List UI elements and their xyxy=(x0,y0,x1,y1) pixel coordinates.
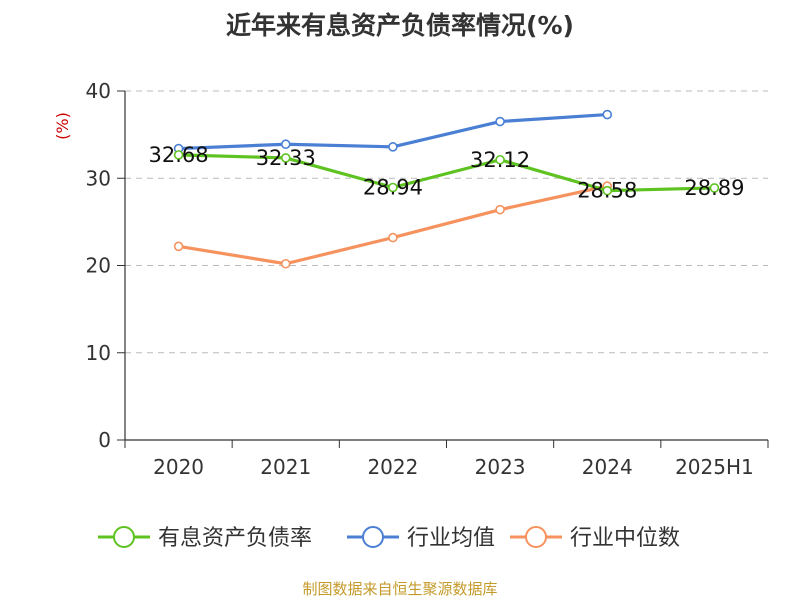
x-tick-label: 2021 xyxy=(260,455,311,479)
series-0-point xyxy=(388,182,398,193)
legend-item-2[interactable]: 行业中位数 xyxy=(510,526,680,551)
chart-title: 近年来有息资产负债率情况(%) xyxy=(226,11,574,40)
series-2-point xyxy=(173,241,184,252)
legend-swatch-marker xyxy=(525,526,547,548)
series-0-line xyxy=(178,153,715,193)
data-labels: 32.68 32.33 28.94 32.12 28.58 28.89 xyxy=(149,143,745,203)
legend-swatch-marker xyxy=(362,526,384,548)
series xyxy=(173,109,720,269)
data-label: 28.89 xyxy=(684,176,744,200)
series-0-point xyxy=(173,150,184,160)
axes: 0 10 20 30 40 2020 2021 2022 2023 2024 2025H1 xyxy=(86,79,769,479)
data-label: 28.94 xyxy=(363,175,423,199)
legend-label: 行业中位数 xyxy=(570,526,680,551)
y-axis-label: (%) xyxy=(53,112,72,140)
x-tick-label: 2025H1 xyxy=(675,455,754,479)
legend-label: 行业均值 xyxy=(407,526,495,551)
legend: 有息资产负债率 行业均值 行业中位数 xyxy=(98,526,680,551)
legend-label: 有息资产负债率 xyxy=(158,526,312,551)
series-2-point xyxy=(280,258,291,269)
data-label: 32.68 xyxy=(149,143,209,167)
grid-lines xyxy=(125,90,768,354)
series-0-point xyxy=(602,185,613,196)
series-2-point xyxy=(495,204,505,215)
y-tick-label: 20 xyxy=(86,254,111,278)
series-0-point xyxy=(280,153,291,163)
x-tick-label: 2020 xyxy=(153,455,204,479)
legend-swatch-marker xyxy=(113,526,135,548)
x-tick-label: 2023 xyxy=(475,455,526,479)
series-1-point xyxy=(280,139,291,150)
y-tick-label: 30 xyxy=(86,166,111,190)
y-tick-label: 0 xyxy=(98,428,111,452)
y-tick-label: 10 xyxy=(86,341,111,365)
data-label: 32.33 xyxy=(256,146,316,170)
series-2-point xyxy=(388,232,398,243)
source-note: 制图数据来自恒生聚源数据库 xyxy=(302,580,498,598)
x-tick-label: 2024 xyxy=(582,455,633,479)
legend-item-0[interactable]: 有息资产负债率 xyxy=(98,526,312,551)
series-1-point xyxy=(495,116,505,127)
data-label: 32.12 xyxy=(470,148,530,172)
series-1-point xyxy=(388,142,398,152)
y-tick-label: 40 xyxy=(86,79,111,103)
series-0-point xyxy=(495,154,505,165)
x-tick-label: 2022 xyxy=(367,455,418,479)
legend-item-1[interactable]: 行业均值 xyxy=(347,526,495,551)
series-0-point xyxy=(709,183,720,193)
data-label: 28.58 xyxy=(577,179,637,203)
series-1-point xyxy=(602,109,613,120)
